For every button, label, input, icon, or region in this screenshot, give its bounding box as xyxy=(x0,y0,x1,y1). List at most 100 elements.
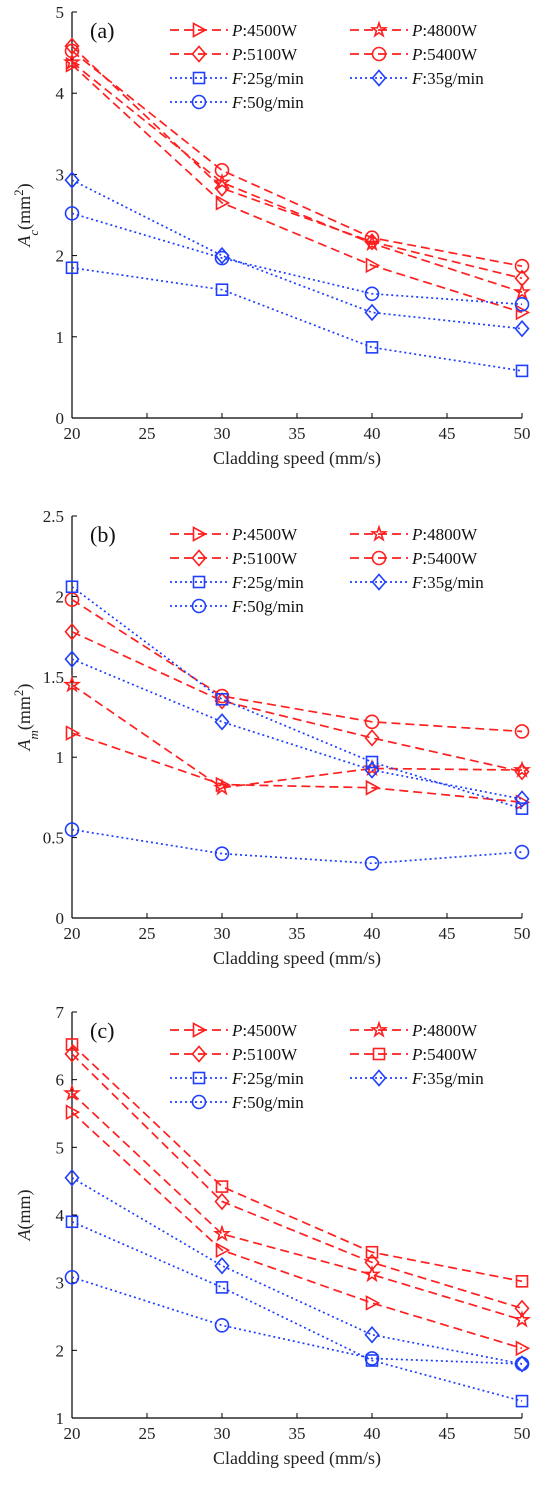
series-line xyxy=(71,50,523,267)
panel-label: (b) xyxy=(90,522,116,547)
data-point-marker xyxy=(515,1340,531,1357)
series-line xyxy=(71,61,523,293)
y-tick-label: 4 xyxy=(56,1206,65,1225)
x-axis-title: Cladding speed (mm/s) xyxy=(213,448,381,469)
legend-marker xyxy=(369,1020,389,1038)
legend-item: P:4800W xyxy=(350,20,478,40)
legend-item: F:35g/min xyxy=(350,573,484,592)
data-point-marker xyxy=(214,692,230,710)
data-point-marker xyxy=(215,1281,229,1294)
legend-label: P:4800W xyxy=(411,21,478,40)
data-point-marker xyxy=(364,714,380,730)
data-point-marker xyxy=(64,206,80,221)
x-tick-label: 20 xyxy=(64,424,81,443)
legend-marker xyxy=(372,1047,386,1061)
x-tick-label: 40 xyxy=(364,424,381,443)
data-point-marker xyxy=(515,1394,529,1408)
legend-marker xyxy=(192,71,206,85)
x-tick-label: 45 xyxy=(439,924,456,943)
y-axis-title: Ac(mm2) xyxy=(11,183,41,247)
x-tick-label: 40 xyxy=(364,924,381,943)
data-point-marker xyxy=(212,1224,232,1242)
data-point-marker xyxy=(364,1351,380,1366)
data-point-marker xyxy=(64,1269,80,1285)
legend-marker xyxy=(192,575,206,589)
x-tick-label: 50 xyxy=(514,424,531,443)
y-axis-title: Am(mm2) xyxy=(11,684,41,752)
series-p4500w xyxy=(65,56,531,321)
data-point-marker xyxy=(515,304,531,321)
series-p4500w xyxy=(65,725,531,811)
series-line xyxy=(71,732,523,804)
data-point-marker xyxy=(365,779,381,796)
legend-marker xyxy=(191,1094,207,1110)
legend-marker xyxy=(191,94,207,110)
series-line xyxy=(71,1092,523,1321)
legend-label: P:5400W xyxy=(411,549,478,568)
legend-marker xyxy=(191,549,207,567)
legend-item: P:5100W xyxy=(170,45,298,64)
legend: P:4500W P:4800W P:5100W P:5400W F:25g/min F:3… xyxy=(170,1020,484,1112)
series-line xyxy=(71,64,523,314)
legend-label: P:4500W xyxy=(231,525,298,544)
x-tick-label: 50 xyxy=(514,1424,531,1443)
series-f50gmin xyxy=(64,1269,530,1372)
data-point-marker xyxy=(65,261,79,275)
data-point-marker xyxy=(215,283,229,297)
data-point-marker xyxy=(65,1104,81,1120)
data-point-marker xyxy=(215,1242,231,1259)
data-point-marker xyxy=(215,194,231,211)
x-tick-label: 35 xyxy=(289,424,306,443)
y-tick-label: 1.5 xyxy=(43,668,64,687)
x-tick-label: 25 xyxy=(139,424,156,443)
series-line xyxy=(71,1177,523,1365)
legend-item: P:4500W xyxy=(170,1021,298,1040)
series-p5400w xyxy=(64,592,530,739)
series-line xyxy=(71,828,523,865)
data-point-marker xyxy=(512,282,532,300)
series-line xyxy=(71,586,523,810)
data-point-marker xyxy=(364,761,380,779)
y-tick-label: 4 xyxy=(56,84,65,103)
data-point-marker xyxy=(64,650,80,668)
y-tick-label: 5 xyxy=(56,1138,65,1157)
data-point-marker xyxy=(212,172,232,191)
data-point-marker xyxy=(364,729,380,747)
y-tick-label: 0 xyxy=(56,909,65,928)
legend-label: P:5400W xyxy=(411,1045,478,1064)
data-point-marker xyxy=(65,725,81,741)
data-point-marker xyxy=(65,1038,79,1051)
series-f25gmin xyxy=(65,1215,529,1408)
data-point-marker xyxy=(212,778,232,796)
data-point-marker xyxy=(64,171,80,189)
data-point-marker xyxy=(62,1083,82,1101)
series-f50gmin xyxy=(64,822,530,871)
legend-label: F:35g/min xyxy=(411,1069,484,1088)
legend-label: F:50g/min xyxy=(231,1093,304,1112)
legend-item: P:4500W xyxy=(170,525,298,544)
series-line xyxy=(71,1111,523,1350)
series-f25gmin xyxy=(65,261,529,378)
panel-label: (c) xyxy=(90,1018,114,1043)
y-tick-label: 0 xyxy=(56,409,65,428)
data-point-marker xyxy=(364,303,380,322)
data-point-marker xyxy=(514,269,530,288)
x-tick-label: 45 xyxy=(439,424,456,443)
legend-item: F:50g/min xyxy=(170,1093,304,1112)
legend-marker xyxy=(191,598,207,614)
series-f35gmin xyxy=(64,1169,530,1373)
series-line xyxy=(71,212,523,306)
y-tick-label: 6 xyxy=(56,1071,65,1090)
series-f50gmin xyxy=(64,206,530,312)
series-p4800w xyxy=(62,52,532,300)
x-tick-label: 20 xyxy=(64,924,81,943)
y-tick-label: 3 xyxy=(56,165,65,184)
series-line xyxy=(71,266,523,372)
data-point-marker xyxy=(364,1326,380,1344)
data-point-marker xyxy=(515,364,529,378)
series-f35gmin xyxy=(64,171,530,338)
y-tick-label: 2 xyxy=(56,587,65,606)
data-point-marker xyxy=(214,1192,230,1211)
data-point-marker xyxy=(514,319,530,338)
